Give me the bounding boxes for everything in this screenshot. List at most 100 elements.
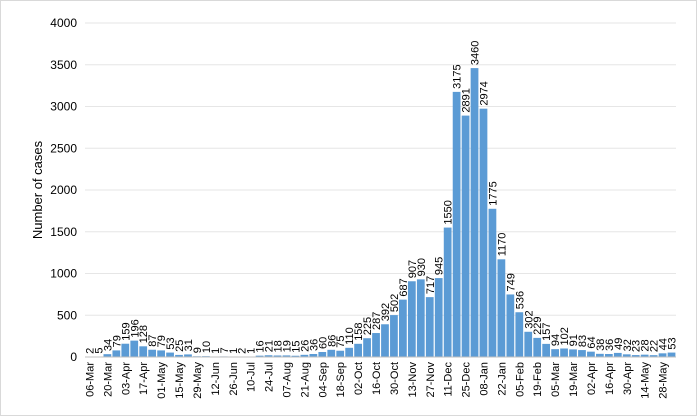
data-label: 2 <box>237 348 249 354</box>
x-tick-label: 30-Apr <box>622 362 634 395</box>
data-label: 32 <box>622 339 634 351</box>
data-label: 907 <box>407 260 419 278</box>
bar <box>372 333 380 357</box>
data-label: 229 <box>532 317 544 335</box>
bar <box>569 349 577 357</box>
bar <box>184 354 192 357</box>
bar <box>515 312 524 357</box>
data-label: 110 <box>344 327 356 345</box>
data-label: 1 <box>228 348 240 354</box>
data-label: 128 <box>138 325 150 343</box>
bar <box>452 91 461 357</box>
x-tick-label: 27-Nov <box>425 362 437 398</box>
bar <box>479 108 488 358</box>
data-label: 26 <box>299 340 311 352</box>
data-label: 9 <box>192 347 204 353</box>
bar <box>622 354 631 357</box>
x-tick-label: 19-Mar <box>568 362 580 397</box>
bar <box>309 353 318 357</box>
data-label: 2974 <box>478 81 490 105</box>
data-label: 2891 <box>461 88 473 112</box>
data-label: 158 <box>353 322 365 340</box>
x-tick-label: 16-Apr <box>604 362 616 395</box>
x-axis-ticks: 06-Mar 20-Mar 03-Apr 17-Apr 01-May 15-May 29-M… <box>84 362 669 399</box>
y-tick-label: 3500 <box>50 58 77 72</box>
data-label: 49 <box>613 338 625 350</box>
data-label: 945 <box>434 257 446 275</box>
bar <box>300 354 309 357</box>
y-tick-label: 2500 <box>50 141 77 155</box>
bar <box>560 348 568 357</box>
x-tick-label: 25-Dec <box>461 362 473 398</box>
bar <box>416 279 425 357</box>
bar <box>613 352 622 357</box>
data-label: 36 <box>604 339 616 351</box>
bar <box>381 324 389 357</box>
y-tick-label: 2000 <box>50 183 77 197</box>
data-label: 159 <box>120 322 132 340</box>
x-tick-label: 05-Feb <box>514 362 526 397</box>
bar <box>399 299 407 357</box>
bar <box>291 355 300 357</box>
data-label: 60 <box>317 337 329 349</box>
bar <box>318 351 327 357</box>
bar <box>103 354 112 357</box>
data-label: 1170 <box>496 233 508 257</box>
data-label: 53 <box>165 337 177 349</box>
x-tick-label: 19-Feb <box>532 362 544 397</box>
x-tick-label: 02-Apr <box>586 362 598 395</box>
data-label: 18 <box>273 340 285 352</box>
bar <box>631 355 640 357</box>
data-label: 36 <box>308 339 320 351</box>
data-label: 83 <box>577 335 589 347</box>
data-label: 7 <box>219 347 231 353</box>
y-tick-label: 1000 <box>50 267 77 281</box>
bar <box>596 353 604 357</box>
bar <box>112 350 121 357</box>
bar <box>488 208 497 357</box>
x-tick-label: 03-Apr <box>120 362 132 395</box>
y-tick-label: 3000 <box>50 100 77 114</box>
data-label: 25 <box>174 340 186 352</box>
x-tick-label: 01-May <box>156 362 168 399</box>
bar <box>327 349 336 357</box>
bar <box>497 259 506 357</box>
data-label: 392 <box>380 303 392 321</box>
bar <box>255 355 264 357</box>
x-tick-label: 11-Dec <box>443 362 455 397</box>
data-label: 302 <box>523 310 535 328</box>
data-label: 287 <box>371 312 383 330</box>
data-label: 86 <box>326 335 338 347</box>
data-label: 91 <box>568 334 580 346</box>
x-tick-label: 17-Apr <box>138 362 150 395</box>
x-tick-label: 16-Oct <box>371 362 383 395</box>
x-tick-label: 14-May <box>640 362 652 399</box>
bar <box>363 338 371 357</box>
data-label: 79 <box>156 335 168 347</box>
x-tick-label: 12-Jun <box>210 362 222 396</box>
bar <box>551 349 559 357</box>
bar <box>542 343 551 357</box>
x-tick-label: 15-May <box>174 362 186 399</box>
bar <box>130 340 139 357</box>
data-label: 1775 <box>487 181 499 205</box>
bar <box>461 115 470 357</box>
data-label: 157 <box>541 323 553 341</box>
x-tick-label: 24-Jul <box>264 362 276 392</box>
data-label: 21 <box>264 340 276 352</box>
x-tick-label: 04-Sep <box>317 362 329 397</box>
data-label: 749 <box>505 273 517 291</box>
data-label: 23 <box>631 340 643 352</box>
y-tick-label: 1500 <box>50 225 77 239</box>
data-label: 225 <box>362 317 374 335</box>
data-label: 502 <box>389 294 401 312</box>
data-label: 2 <box>84 348 96 354</box>
bar <box>354 343 362 357</box>
x-tick-label: 21-Aug <box>299 362 311 397</box>
x-tick-label: 22-Jan <box>496 362 508 396</box>
data-label: 44 <box>658 338 670 350</box>
data-label: 3175 <box>452 64 464 88</box>
bar <box>407 281 416 357</box>
